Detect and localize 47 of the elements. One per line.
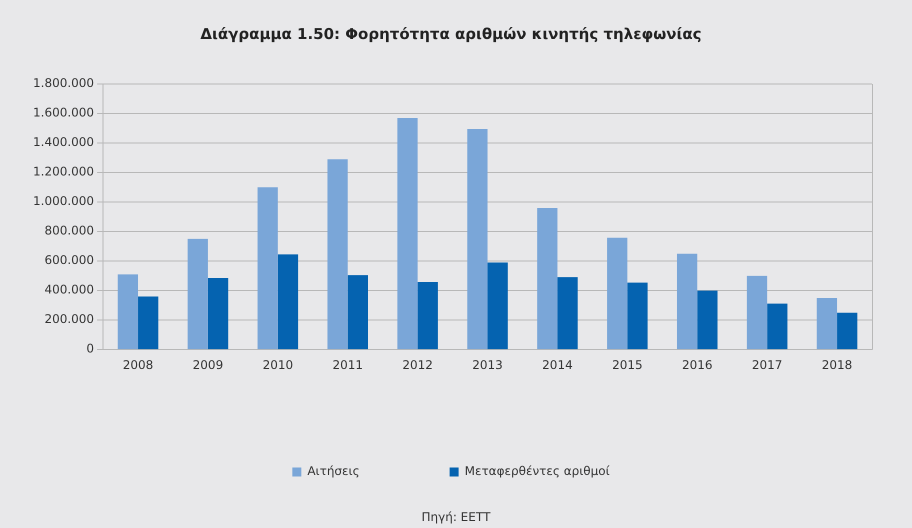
bar [258, 187, 278, 350]
bar [676, 254, 698, 350]
x-tick-label: 2014 [542, 358, 573, 372]
bar [348, 275, 368, 350]
bar [397, 118, 418, 350]
bar [188, 238, 208, 350]
x-tick-label: 2017 [752, 358, 782, 372]
bar [557, 277, 578, 350]
text: Πηγή: ΕΕΤΤ [421, 510, 492, 524]
y-tick-label: 1.200.000 [32, 164, 94, 179]
legend-label: Αιτήσεις [307, 464, 360, 478]
bar [118, 274, 138, 350]
y-tick-label: 0 [86, 342, 94, 356]
x-tick-label: 2008 [122, 358, 154, 372]
bar [697, 290, 718, 350]
x-tick-label: 2010 [262, 358, 294, 372]
bar [278, 254, 298, 350]
legend-label: Μεταφερθέντες αριθμοί [464, 464, 610, 478]
x-tick-label: 2015 [612, 358, 643, 372]
bar [138, 296, 158, 350]
y-tick-label: 1.800.000 [32, 76, 94, 90]
bar [208, 278, 228, 350]
bar [627, 282, 648, 350]
bar [816, 298, 838, 350]
y-tick-label: 1.600.000 [32, 106, 94, 120]
bar [837, 312, 858, 350]
bar [767, 304, 788, 350]
y-tick-label: 800.000 [44, 224, 94, 238]
y-tick-label: 400.000 [44, 282, 94, 297]
x-tick-label: 2011 [332, 358, 364, 372]
bar [746, 276, 768, 350]
bar [537, 208, 558, 350]
x-tick-label: 2012 [402, 358, 433, 372]
y-tick-label: 200.000 [44, 312, 94, 326]
bar [327, 159, 348, 350]
x-tick-label: 2013 [472, 358, 503, 372]
x-tick-label: 2018 [822, 358, 852, 372]
chart-title: Διάγραμμα 1.50: Φορητότητα αριθμών κινητής τηλεφωνίας [200, 24, 702, 43]
bar [607, 238, 628, 350]
x-tick-label: 2009 [192, 358, 224, 372]
y-tick-label: 1.000.000 [32, 194, 94, 208]
x-tick-label: 2016 [682, 358, 713, 372]
y-tick-label: 1.400.000 [32, 135, 94, 150]
y-tick-label: 600.000 [44, 253, 94, 268]
bar [467, 129, 488, 350]
bar [418, 282, 438, 350]
bar [488, 262, 508, 350]
